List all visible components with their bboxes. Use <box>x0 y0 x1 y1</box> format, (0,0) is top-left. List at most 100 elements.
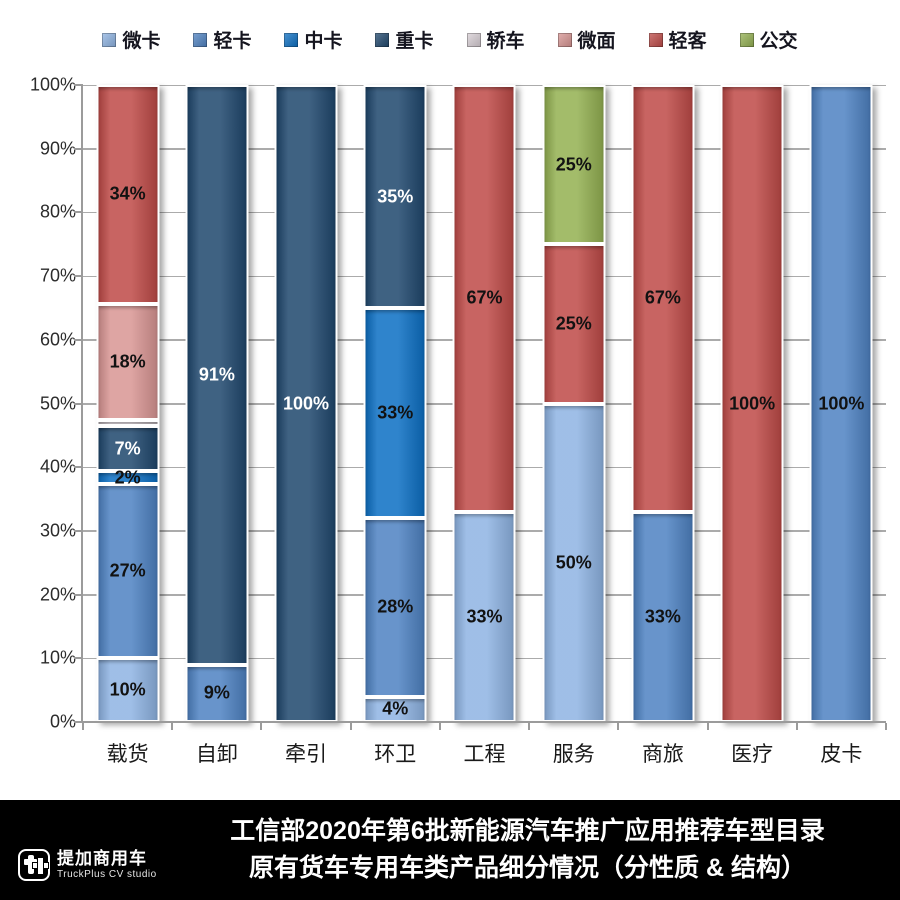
bar-slot: 100% <box>261 85 350 722</box>
data-label: 100% <box>818 393 865 413</box>
footer-banner: 提加商用车 TruckPlus CV studio 工信部2020年第6批新能源… <box>0 800 900 900</box>
data-label: 25% <box>555 154 592 175</box>
legend-swatch-icon <box>284 32 299 47</box>
y-tick-mark <box>74 402 82 405</box>
bar-segment <box>96 419 160 427</box>
bar-slot: 33% 67% <box>440 85 529 722</box>
legend-item: 轿车 <box>466 26 525 53</box>
legend-label: 中卡 <box>304 31 343 52</box>
data-label: 67% <box>466 287 503 308</box>
data-label: 34% <box>109 183 146 204</box>
legend-swatch-icon <box>375 32 390 47</box>
y-tick-mark <box>74 338 82 341</box>
data-label: 50% <box>555 552 592 573</box>
legend-swatch-icon <box>102 32 117 47</box>
chart-title-line-2: 原有货车专用车类产品细分情况（分性质 & 结构） <box>249 854 806 882</box>
data-label: 33% <box>466 606 503 627</box>
bar-slot: 9% 91% <box>172 85 261 722</box>
data-label: 100% <box>729 393 776 413</box>
legend-item: 公交 <box>739 26 798 53</box>
y-tick-mark <box>74 211 82 214</box>
legend-item: 轻客 <box>648 26 707 53</box>
plot-area: 10% 27% 2% 7% 18% 34% 9% 91% 100% 4% 28% 33% 35% 33% 6… <box>83 84 886 723</box>
y-tick-label: 20% <box>39 584 76 605</box>
bar-slot: 50% 25% 25% <box>529 85 618 722</box>
legend-label: 轿车 <box>486 31 525 52</box>
y-tick-mark <box>74 593 82 596</box>
y-tick-label: 10% <box>39 647 76 668</box>
bar-segment: 7% <box>96 426 160 472</box>
data-label: 91% <box>198 364 235 385</box>
x-category-label: 工程 <box>463 743 506 766</box>
x-category-label: 牵引 <box>285 743 328 766</box>
bar-column: 10% 27% 2% 7% 18% 34% <box>96 85 160 722</box>
legend-label: 轻卡 <box>213 31 252 52</box>
x-tick-mark <box>528 723 531 730</box>
x-category-label: 载货 <box>106 743 149 766</box>
legend-item: 中卡 <box>284 26 342 53</box>
bar-column: 33% 67% <box>631 85 695 722</box>
bar-slot: 100% <box>797 85 886 722</box>
data-label: 18% <box>109 351 146 372</box>
legend-label: 微卡 <box>122 31 161 52</box>
legend-item: 微卡 <box>102 26 160 53</box>
bar-column: 33% 67% <box>452 85 516 722</box>
x-category-label: 皮卡 <box>820 743 863 766</box>
y-axis-line <box>81 84 83 723</box>
bar-segment: 33% <box>631 511 695 722</box>
bar-segment: 100% <box>274 85 338 722</box>
bar-segment: 4% <box>363 696 427 722</box>
y-tick-label: 80% <box>39 201 76 222</box>
bar-segment: 35% <box>363 85 427 308</box>
bar-segment: 2% <box>96 467 160 487</box>
bar-segment: 9% <box>185 664 249 722</box>
data-label: 7% <box>114 438 141 459</box>
data-label: 67% <box>644 287 681 308</box>
legend-swatch-icon <box>739 32 754 47</box>
x-category-label: 自卸 <box>195 743 238 766</box>
bar-segment: 33% <box>363 307 427 519</box>
bar-column: 50% 25% 25% <box>542 85 606 722</box>
chart-title-line-1: 工信部2020年第6批新能源汽车推广应用推荐车型目录 <box>230 817 825 845</box>
x-category-label: 医疗 <box>731 743 774 766</box>
y-tick-label: 60% <box>39 329 76 350</box>
data-label: 100% <box>283 393 330 413</box>
data-label: 27% <box>109 560 146 581</box>
legend-swatch-icon <box>466 32 481 47</box>
bar-segment: 67% <box>631 85 695 512</box>
legend-label: 公交 <box>759 31 798 52</box>
data-label: 35% <box>377 186 414 206</box>
bar-column: 100% <box>274 85 338 722</box>
y-tick-mark <box>74 275 82 278</box>
legend-label: 重卡 <box>395 31 434 52</box>
y-tick-label: 50% <box>39 393 76 413</box>
x-tick-mark <box>885 723 887 730</box>
brand-subtitle: TruckPlus CV studio <box>57 868 157 880</box>
bar-segment: 10% <box>96 657 160 722</box>
bar-segment: 25% <box>542 85 606 245</box>
data-label: 33% <box>377 402 414 423</box>
x-tick-mark <box>349 723 352 730</box>
y-tick-label: 30% <box>39 520 76 541</box>
data-label: 33% <box>644 606 681 627</box>
x-axis-line <box>74 721 886 723</box>
bar-segment: 100% <box>720 85 784 722</box>
bar-segment: 100% <box>809 85 873 722</box>
y-tick-label: 100% <box>29 74 76 95</box>
x-category-label: 环卫 <box>374 743 417 766</box>
truckplus-logo-icon <box>18 849 50 881</box>
bar-slot: 100% <box>708 85 797 722</box>
y-tick-mark <box>74 721 82 723</box>
bar-segment: 33% <box>452 511 516 722</box>
x-tick-mark <box>795 723 798 730</box>
bar-slot: 4% 28% 33% 35% <box>351 85 440 722</box>
y-tick-label: 0% <box>49 711 76 732</box>
y-tick-mark <box>74 466 82 469</box>
bar-slot: 10% 27% 2% 7% 18% 34% <box>83 85 172 722</box>
chart-title-block: 工信部2020年第6批新能源汽车推广应用推荐车型目录 原有货车专用车类产品细分情… <box>170 813 885 887</box>
data-label: 4% <box>382 698 409 719</box>
x-axis-labels: 载货 自卸 牵引 环卫 工程 服务 商旅 医疗 皮卡 <box>83 738 886 774</box>
y-tick-label: 40% <box>39 456 76 477</box>
brand-name: 提加商用车 <box>57 849 147 869</box>
brand-logo: 提加商用车 TruckPlus CV studio <box>18 849 157 881</box>
